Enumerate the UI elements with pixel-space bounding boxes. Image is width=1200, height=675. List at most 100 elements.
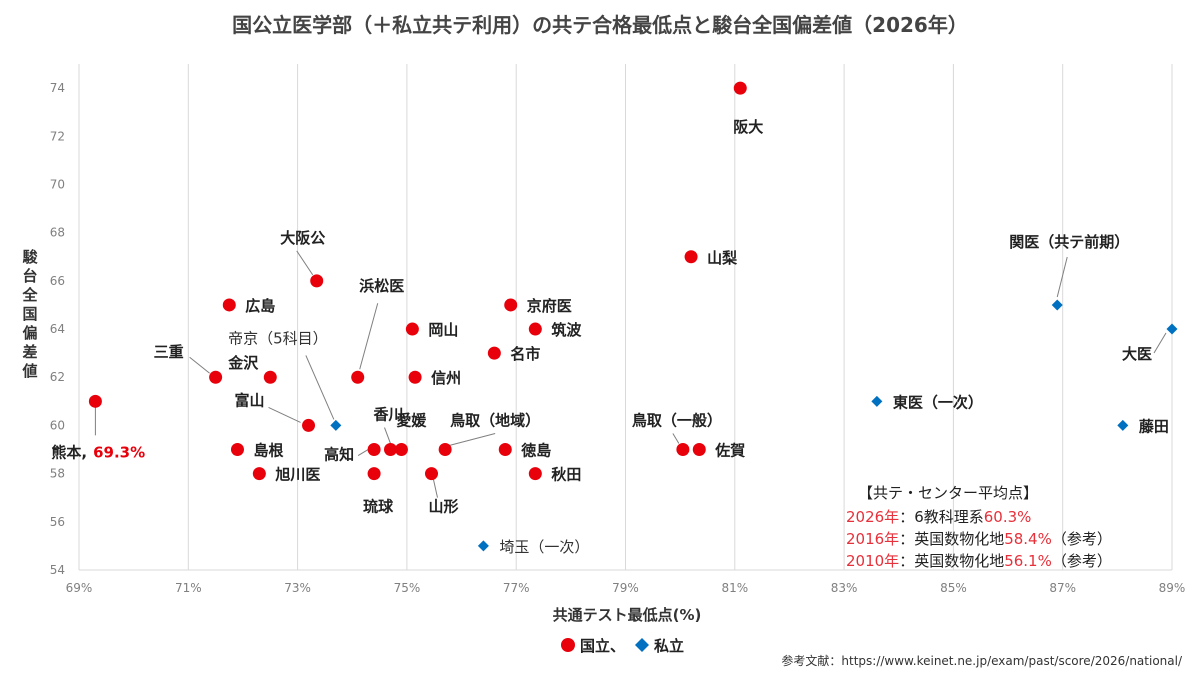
leader-line bbox=[359, 303, 379, 370]
national-point bbox=[487, 346, 501, 360]
point-label: 旭川医 bbox=[274, 466, 320, 484]
point-label: 藤田 bbox=[1139, 417, 1169, 435]
national-point bbox=[405, 322, 419, 336]
point-label: 三重 bbox=[154, 343, 184, 361]
x-axis-title: 共通テスト最低点(%) bbox=[553, 606, 702, 624]
point-label: 大医 bbox=[1122, 345, 1152, 363]
leader-line bbox=[1056, 256, 1068, 298]
national-point bbox=[498, 443, 512, 457]
legend-label: 国立、 bbox=[580, 637, 625, 655]
leader-line bbox=[296, 250, 314, 276]
y-tick-label: 68 bbox=[50, 226, 65, 240]
point-label: 関医（共テ前期） bbox=[1009, 233, 1129, 251]
national-point bbox=[230, 443, 244, 457]
national-point bbox=[310, 274, 324, 288]
private-point bbox=[1051, 299, 1063, 311]
national-point bbox=[692, 443, 706, 457]
x-tick-label: 69% bbox=[66, 581, 93, 595]
note-year: 2016年 bbox=[846, 530, 899, 548]
note-value: 58.4% bbox=[1004, 530, 1052, 548]
point-label-value: 69.3% bbox=[93, 443, 145, 461]
point-label: 熊本, 69.3% bbox=[51, 443, 145, 461]
point-label: 信州 bbox=[431, 369, 461, 387]
national-point bbox=[88, 394, 102, 408]
x-tick-label: 87% bbox=[1049, 581, 1076, 595]
grid-lines bbox=[78, 64, 1173, 571]
national-point bbox=[263, 370, 277, 384]
y-tick-label: 58 bbox=[50, 467, 65, 481]
x-tick-label: 85% bbox=[940, 581, 967, 595]
note-row: 2016年：英国数物化地58.4%（参考） bbox=[846, 530, 1112, 548]
leader-line bbox=[672, 433, 680, 444]
x-tick-label: 83% bbox=[831, 581, 858, 595]
leader-line bbox=[268, 406, 301, 423]
point-label: 愛媛 bbox=[396, 412, 427, 430]
x-tick-label: 79% bbox=[612, 581, 639, 595]
national-point bbox=[351, 370, 365, 384]
note-value: 56.1% bbox=[1004, 552, 1052, 570]
x-tick-label: 75% bbox=[394, 581, 421, 595]
leader-line bbox=[305, 355, 335, 420]
national-point bbox=[408, 370, 422, 384]
y-tick-label: 56 bbox=[50, 515, 65, 529]
private-point bbox=[330, 419, 342, 431]
point-labels: 熊本, 69.3%三重広島島根旭川医金沢富山大阪公浜松医高知琉球香川愛媛岡山信州山… bbox=[51, 118, 1168, 556]
average-score-note: 【共テ・センター平均点】 2026年：6教科理系60.3% 2016年：英国数物化地… bbox=[846, 484, 1112, 570]
x-tick-label: 89% bbox=[1159, 581, 1186, 595]
note-text: ：英国数物化地 bbox=[899, 552, 1004, 570]
national-point bbox=[676, 443, 690, 457]
point-label: 佐賀 bbox=[714, 442, 745, 460]
note-suffix: （参考） bbox=[1052, 552, 1112, 570]
y-axis-title: 駿台全国偏差値 bbox=[21, 248, 38, 380]
leader-line bbox=[357, 449, 369, 456]
legend: 国立、 私立 bbox=[561, 637, 684, 655]
y-tick-label: 66 bbox=[50, 274, 65, 288]
data-points bbox=[88, 81, 1178, 552]
leader-line bbox=[1153, 332, 1167, 354]
x-tick-label: 73% bbox=[284, 581, 311, 595]
national-point bbox=[504, 298, 518, 312]
legend-marker-national bbox=[561, 638, 575, 652]
national-point bbox=[367, 467, 381, 481]
national-point bbox=[684, 250, 698, 264]
x-tick-label: 77% bbox=[503, 581, 530, 595]
x-tick-label: 71% bbox=[175, 581, 202, 595]
point-label: 名市 bbox=[510, 345, 540, 363]
note-text: ：6教科理系 bbox=[899, 508, 984, 526]
national-point bbox=[528, 322, 542, 336]
note-row: 2010年：英国数物化地56.1%（参考） bbox=[846, 552, 1112, 570]
point-label: 高知 bbox=[324, 446, 354, 464]
point-label: 秋田 bbox=[551, 466, 581, 484]
point-label: 東医（一次） bbox=[893, 393, 983, 411]
y-tick-label: 72 bbox=[50, 129, 65, 143]
note-row: 2026年：6教科理系60.3% bbox=[846, 508, 1031, 526]
chart-title: 国公立医学部（＋私立共テ利用）の共テ合格最低点と駿台全国偏差値（2026年） bbox=[232, 13, 968, 37]
source-reference: 参考文献：https://www.keinet.ne.jp/exam/past/… bbox=[781, 653, 1183, 668]
y-tick-label: 64 bbox=[50, 322, 65, 336]
y-tick-label: 54 bbox=[50, 563, 65, 577]
y-axis-title-char: 値 bbox=[21, 362, 37, 380]
note-year: 2010年 bbox=[846, 552, 899, 570]
point-label: 富山 bbox=[235, 391, 265, 409]
y-tick-label: 70 bbox=[50, 177, 65, 191]
national-point bbox=[367, 443, 381, 457]
leader-lines bbox=[94, 250, 1167, 498]
legend-label: 私立 bbox=[653, 637, 684, 655]
x-tick-label: 81% bbox=[721, 581, 748, 595]
y-tick-label: 74 bbox=[50, 81, 65, 95]
point-label: 山形 bbox=[428, 498, 458, 516]
point-label: 琉球 bbox=[363, 498, 394, 516]
point-label: 金沢 bbox=[227, 354, 259, 372]
point-label: 鳥取（地域） bbox=[450, 412, 540, 430]
note-year: 2026年 bbox=[846, 508, 899, 526]
private-point bbox=[1117, 419, 1129, 431]
y-axis-title-char: 偏 bbox=[22, 324, 37, 342]
legend-marker-private bbox=[635, 638, 649, 652]
y-axis-title-char: 国 bbox=[22, 305, 37, 323]
point-label: 帝京（5科目） bbox=[228, 329, 328, 347]
note-text: ：英国数物化地 bbox=[899, 530, 1004, 548]
point-label: 香川 bbox=[373, 406, 403, 424]
tick-labels: 69% 71% 73% 75% 77% 79% 81% 83% 85% 87% 89% 54 56 58 6… bbox=[50, 81, 1186, 595]
national-point bbox=[384, 443, 398, 457]
